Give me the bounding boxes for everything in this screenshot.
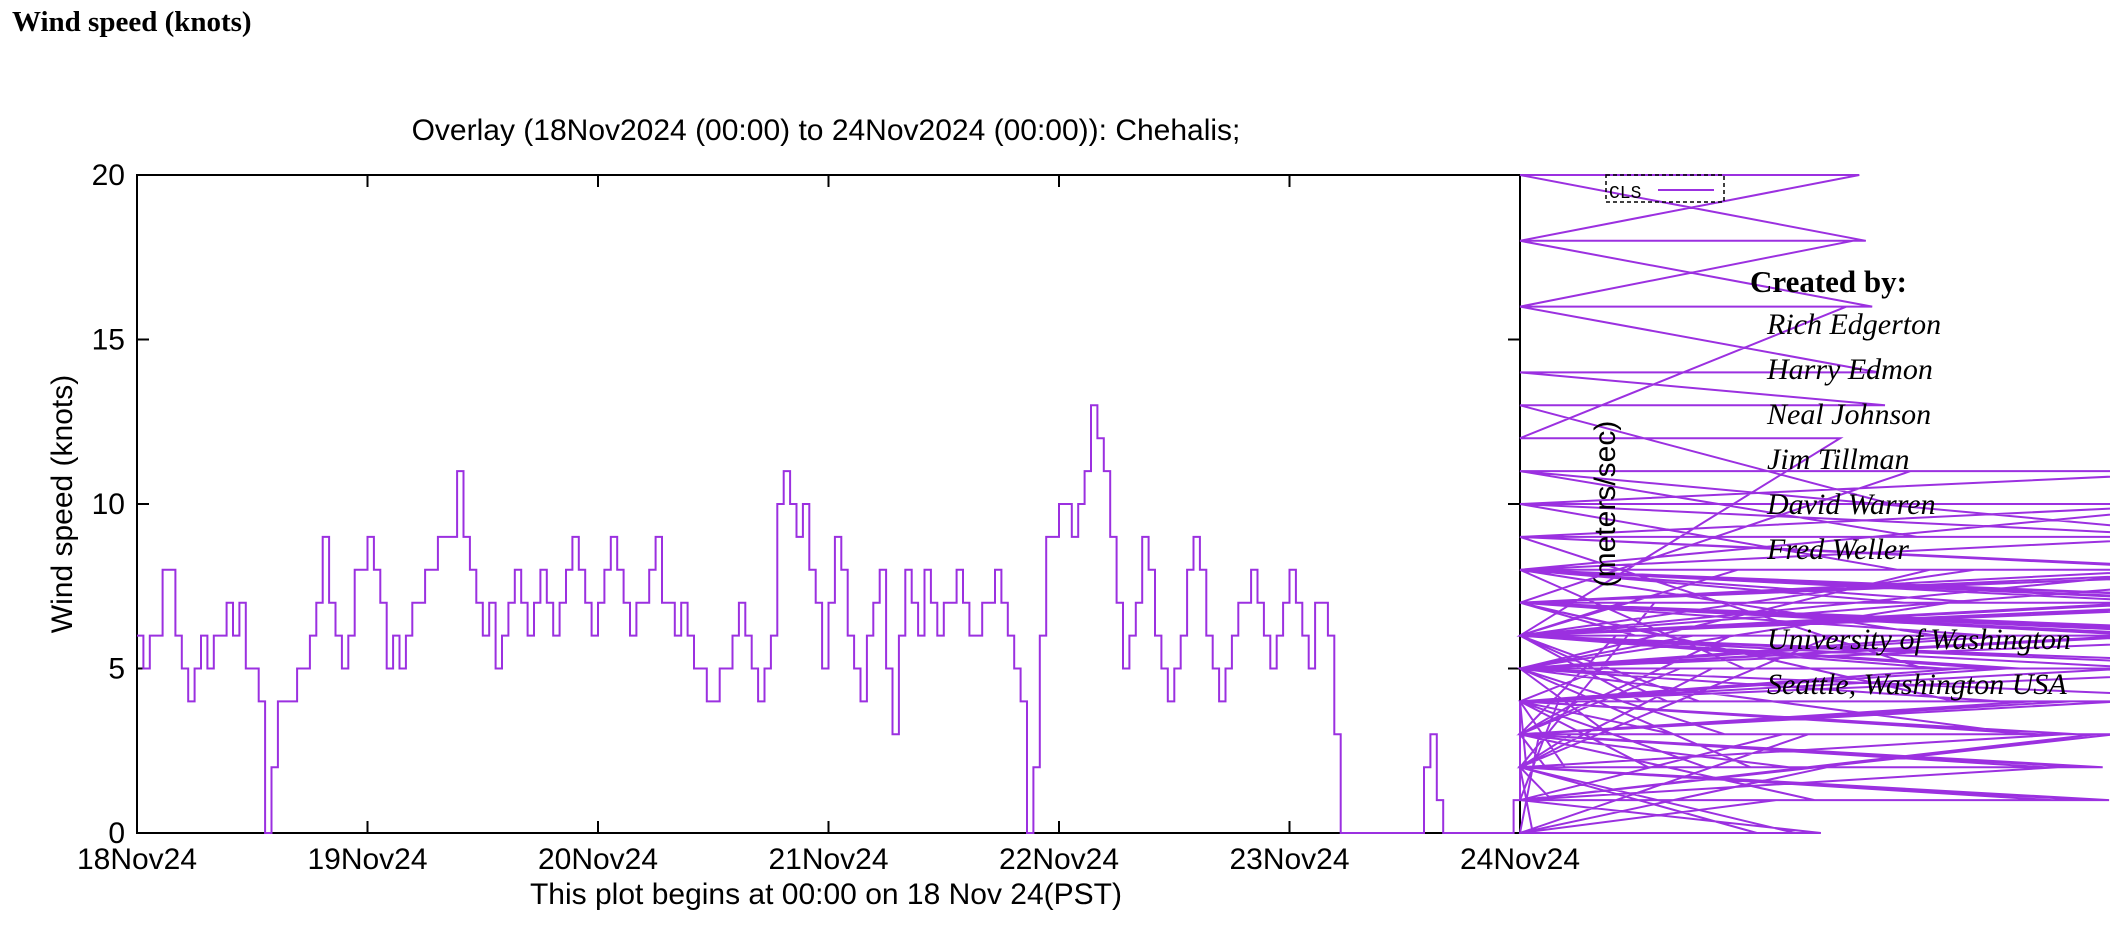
chart-title: Overlay (18Nov2024 (00:00) to 24Nov2024 … (412, 114, 1241, 147)
x-tick-label: 24Nov24 (1460, 843, 1580, 876)
credits-org: University of Washington Seattle, Washin… (1750, 617, 2071, 707)
y-tick-label: 15 (92, 324, 125, 357)
y-tick-label: 0 (108, 817, 125, 850)
y-tick-label: 20 (92, 159, 125, 192)
y-tick-labels: 0 5 10 15 20 (92, 159, 125, 850)
credits-names: Rich Edgerton Harry Edmon Neal Johnson J… (1750, 302, 2071, 572)
x-tick-label: 20Nov24 (538, 843, 658, 876)
x-tick-label: 19Nov24 (307, 843, 427, 876)
credit-name: Neal Johnson (1767, 398, 1932, 431)
credit-name: Rich Edgerton (1767, 308, 1942, 341)
axis-ticks (136, 174, 1521, 834)
x-axis-label: This plot begins at 00:00 on 18 Nov 24(P… (530, 878, 1122, 911)
page-heading: Wind speed (knots) (12, 6, 252, 38)
legend-label-cls: CLS (1609, 184, 1641, 204)
series-line-cls (137, 174, 2110, 834)
x-tick-label: 22Nov24 (999, 843, 1119, 876)
credits-title: Created by: (1750, 264, 1907, 299)
y-tick-label: 10 (92, 488, 125, 521)
credit-name: Jim Tillman (1767, 443, 1910, 476)
credits-org-line2: Seattle, Washington USA (1767, 668, 2067, 701)
legend-box (1605, 174, 1725, 203)
plot-frame (136, 174, 1521, 834)
x-tick-label: 18Nov24 (77, 843, 197, 876)
legend: CLS (1605, 174, 1725, 204)
credit-name: Fred Weller (1767, 533, 1909, 566)
credit-name: Harry Edmon (1767, 353, 1933, 386)
x-tick-label: 21Nov24 (768, 843, 888, 876)
x-tick-label: 23Nov24 (1229, 843, 1349, 876)
credit-name: David Warren (1767, 488, 1936, 521)
y-tick-label: 5 (108, 653, 125, 686)
credits-org-line1: University of Washington (1767, 623, 2071, 656)
x-tick-labels: 18Nov24 19Nov24 20Nov24 21Nov24 22Nov24 23Nov… (77, 843, 1580, 876)
y2-axis-label: (meters/sec) (1589, 421, 1622, 588)
y-axis-label: Wind speed (knots) (46, 375, 79, 633)
credits-block: Created by: Rich Edgerton Harry Edmon Ne… (1750, 262, 2071, 707)
